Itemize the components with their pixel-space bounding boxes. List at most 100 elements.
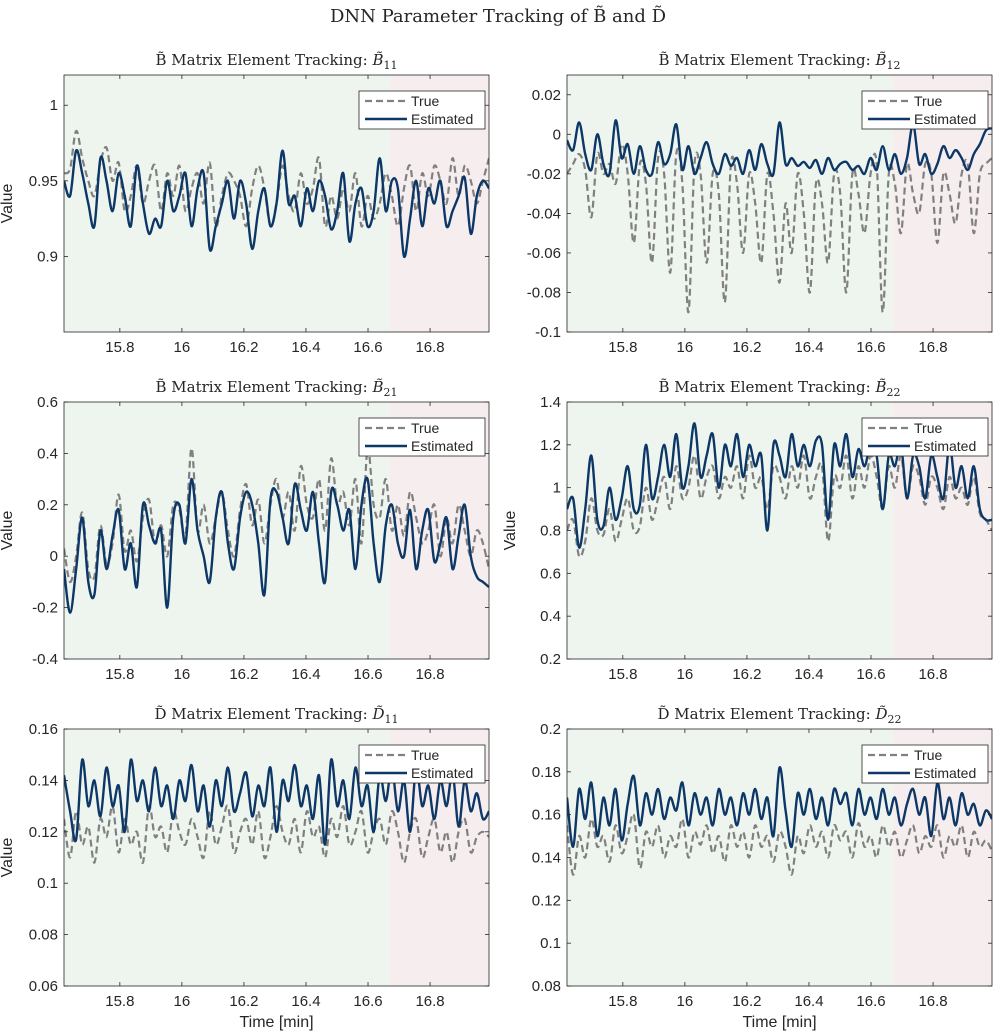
legend-label-true: True — [411, 747, 439, 763]
legend-box — [861, 417, 989, 457]
x-tick-label: 16.4 — [794, 339, 823, 356]
x-tick-label: 15.8 — [105, 339, 134, 356]
x-tick-label: 16.8 — [415, 666, 444, 683]
y-tick-label: -0.04 — [527, 205, 561, 222]
legend-label-true: True — [914, 420, 942, 436]
series-true-line — [567, 812, 992, 876]
x-tick-label: 16.2 — [229, 666, 258, 683]
x-tick-label: 16 — [677, 666, 694, 683]
series-estimated-line — [64, 476, 489, 614]
panel-title: B̃ Matrix Element Tracking: B̃21 — [155, 378, 397, 399]
x-axis-label: Time [min] — [742, 1014, 816, 1031]
y-tick-label: -0.06 — [527, 245, 561, 262]
legend-label-estimated: Estimated — [411, 111, 473, 127]
panel-title-symbol: B̃ — [371, 51, 383, 69]
legend-label-estimated: Estimated — [914, 765, 976, 781]
x-tick-label: 15.8 — [608, 339, 637, 356]
panel-title-prefix: B̃ Matrix Element Tracking: — [658, 378, 875, 396]
y-tick-label: 0.95 — [29, 173, 58, 190]
x-tick-label: 16.8 — [415, 993, 444, 1010]
series-true-line — [567, 454, 992, 559]
panels: 15.8 16 16.2 16.4 16.6 16.8 0.9 0.95 1 Value B̃ Ma… — [0, 51, 993, 1031]
y-tick-label: 0.2 — [540, 721, 561, 738]
x-tick-label: 15.8 — [105, 993, 134, 1010]
y-tick-label: 0.02 — [532, 87, 561, 104]
panel-title-subscript: 22 — [887, 386, 901, 399]
x-tick-label: 16 — [677, 993, 694, 1010]
x-tick-label: 16.2 — [229, 339, 258, 356]
legend: True Estimated — [358, 90, 486, 130]
legend-box — [358, 744, 486, 784]
y-tick-label: -0.1 — [535, 324, 561, 341]
y-tick-label: 0.2 — [540, 651, 561, 668]
panel-title-symbol: B̃ — [371, 378, 383, 396]
y-axis-label: Value — [0, 184, 16, 224]
series-estimated-line — [64, 148, 489, 258]
y-tick-label: 1 — [553, 480, 561, 497]
series-true-line — [64, 447, 489, 584]
panel-title-prefix: B̃ Matrix Element Tracking: — [155, 51, 372, 69]
figure-title: DNN Parameter Tracking of B̃ and D̃ — [330, 5, 666, 27]
x-tick-label: 16.6 — [353, 993, 382, 1010]
legend-label-estimated: Estimated — [914, 111, 976, 127]
y-tick-label: 0.12 — [532, 892, 561, 909]
panel-d11: 15.8 16 16.2 16.4 16.6 16.8 0.06 0.08 0.1 0.12 0.1… — [0, 705, 490, 1031]
panel-title-symbol: D̃ — [874, 705, 887, 723]
x-tick-label: 16 — [174, 666, 191, 683]
panel-title: B̃ Matrix Element Tracking: B̃22 — [658, 378, 900, 399]
x-tick-label: 16 — [677, 339, 694, 356]
panel-title-prefix: B̃ Matrix Element Tracking: — [658, 51, 875, 69]
x-tick-label: 16.4 — [291, 666, 320, 683]
legend: True Estimated — [358, 417, 486, 457]
y-tick-label: 0.14 — [532, 850, 561, 867]
legend-label-true: True — [914, 747, 942, 763]
legend-label-true: True — [914, 93, 942, 109]
panel-d22: 15.8 16 16.2 16.4 16.6 16.8 0.08 0.1 0.12 0.14 0.1… — [532, 705, 993, 1031]
panel-b11: 15.8 16 16.2 16.4 16.6 16.8 0.9 0.95 1 Value B̃ Ma… — [0, 51, 490, 356]
y-tick-label: 0.4 — [37, 445, 58, 462]
legend-label-estimated: Estimated — [411, 438, 473, 454]
x-tick-label: 16.2 — [732, 666, 761, 683]
y-axis-label: Value — [0, 838, 16, 878]
panel-title-symbol: B̃ — [874, 378, 886, 396]
y-tick-label: 0 — [553, 126, 561, 143]
x-tick-label: 16.8 — [918, 339, 947, 356]
y-tick-label: 0.6 — [37, 394, 58, 411]
panel-b22: 15.8 16 16.2 16.4 16.6 16.8 0.2 0.4 0.6 0.8 1 1.2 1.… — [502, 378, 993, 683]
y-tick-label: 0.16 — [29, 721, 58, 738]
legend: True Estimated — [861, 90, 989, 130]
y-tick-label: 0.18 — [532, 764, 561, 781]
y-tick-label: -0.4 — [32, 651, 58, 668]
x-tick-label: 15.8 — [105, 666, 134, 683]
y-tick-label: 0.1 — [540, 935, 561, 952]
y-tick-label: 0.9 — [37, 248, 58, 265]
y-tick-label: 0.14 — [29, 772, 58, 789]
y-tick-label: -0.08 — [527, 284, 561, 301]
region-train — [567, 402, 893, 659]
y-tick-label: 0.2 — [37, 497, 58, 514]
legend-label-true: True — [411, 93, 439, 109]
x-tick-label: 15.8 — [608, 993, 637, 1010]
x-axis-label: Time [min] — [239, 1014, 313, 1031]
panel-title-prefix: D̃ Matrix Element Tracking: — [154, 705, 372, 723]
legend: True Estimated — [358, 744, 486, 784]
x-tick-label: 16.8 — [918, 993, 947, 1010]
x-tick-label: 16.8 — [415, 339, 444, 356]
x-tick-label: 16.6 — [856, 339, 885, 356]
legend: True Estimated — [861, 417, 989, 457]
x-tick-label: 16.6 — [856, 993, 885, 1010]
y-tick-label: 1 — [50, 97, 58, 114]
x-tick-label: 15.8 — [608, 666, 637, 683]
panel-title-subscript: 11 — [385, 713, 399, 726]
panel-b12: 15.8 16 16.2 16.4 16.6 16.8 -0.1 -0.08 -0.06 -0.0… — [527, 51, 993, 356]
panel-title-subscript: 11 — [384, 59, 398, 72]
y-tick-label: 0.12 — [29, 824, 58, 841]
x-tick-label: 16.4 — [291, 993, 320, 1010]
series-estimated-line — [567, 119, 992, 178]
x-tick-label: 16.4 — [291, 339, 320, 356]
panel-title-prefix: D̃ Matrix Element Tracking: — [657, 705, 875, 723]
region-train — [567, 75, 893, 332]
axes-box — [63, 74, 490, 333]
legend-box — [358, 417, 486, 457]
